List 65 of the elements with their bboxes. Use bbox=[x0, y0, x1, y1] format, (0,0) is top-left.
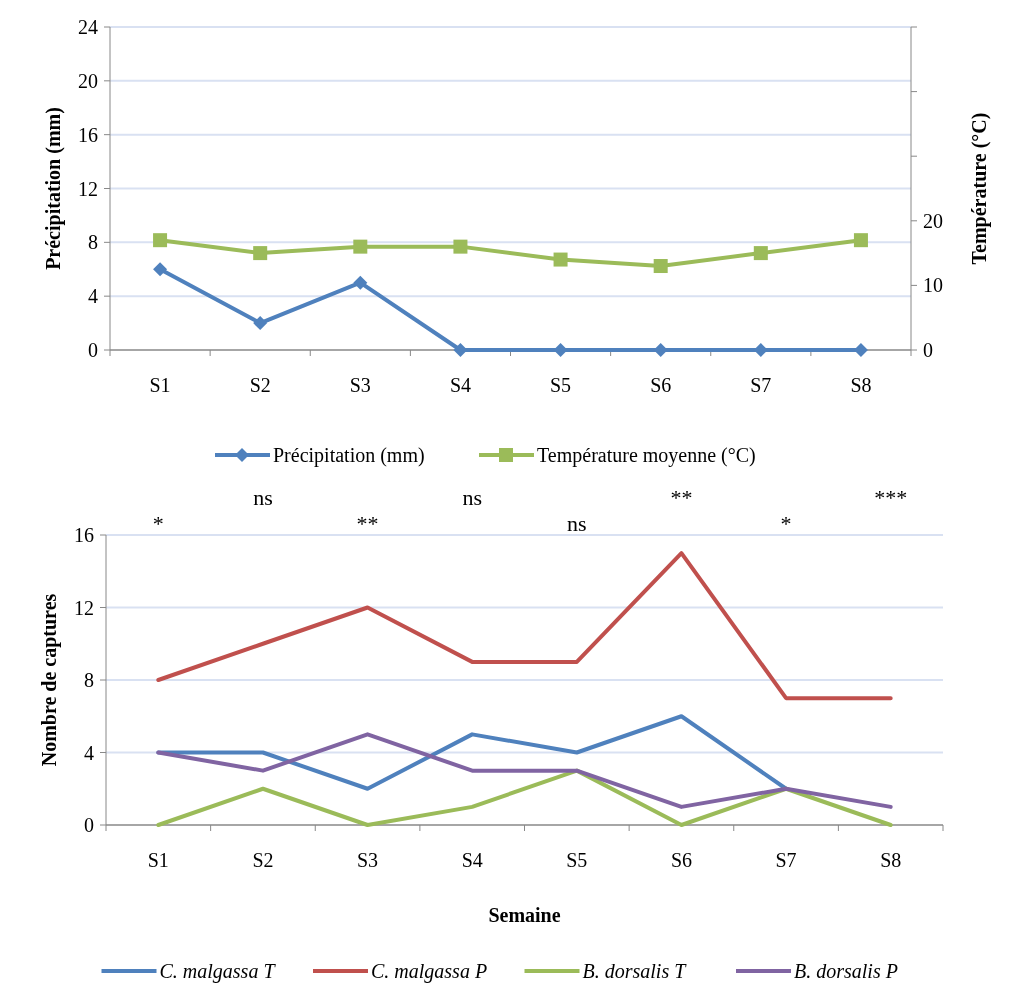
legend-label: Température moyenne (°C) bbox=[537, 444, 756, 467]
legend-label: C. malgassa P bbox=[371, 960, 488, 983]
y-tick-label: 12 bbox=[78, 177, 98, 200]
annotation: ** bbox=[356, 511, 379, 536]
y-tick-label: 20 bbox=[78, 69, 98, 92]
x-tick-label: S2 bbox=[249, 374, 271, 396]
point bbox=[253, 246, 268, 261]
point bbox=[653, 259, 668, 274]
x-tick-label: S7 bbox=[750, 374, 772, 396]
point bbox=[653, 343, 668, 357]
y-tick-label: 8 bbox=[84, 669, 94, 691]
point bbox=[353, 275, 368, 290]
y2-tick-label: 20 bbox=[923, 209, 943, 232]
x-tick-label: S5 bbox=[566, 849, 588, 871]
point bbox=[353, 239, 368, 254]
x-tick-label: S3 bbox=[357, 849, 379, 871]
y-tick-label: 4 bbox=[84, 741, 94, 764]
x-tick-label: S5 bbox=[550, 374, 572, 396]
text: ** bbox=[670, 485, 693, 510]
y2-tick-label: 0 bbox=[923, 339, 933, 361]
point bbox=[753, 246, 768, 261]
y-tick-label: 8 bbox=[88, 231, 98, 254]
y-tick-label: 0 bbox=[88, 339, 98, 361]
point bbox=[453, 343, 468, 357]
y2-tick-label: 10 bbox=[923, 274, 943, 297]
y-tick-label: 24 bbox=[78, 16, 98, 38]
x-tick-label: S4 bbox=[449, 374, 471, 396]
y-tick-label: 12 bbox=[74, 596, 94, 619]
x-axis-title: Semaine bbox=[488, 904, 561, 926]
y-tick-label: 0 bbox=[84, 814, 94, 836]
x-tick-label: S1 bbox=[147, 849, 169, 871]
annotation: * bbox=[152, 511, 164, 536]
x-tick-label: S2 bbox=[252, 849, 274, 871]
legend-label: Précipitation (mm) bbox=[273, 444, 425, 467]
point bbox=[153, 233, 168, 248]
x-tick-label: S8 bbox=[850, 374, 872, 396]
x-tick-label: S6 bbox=[650, 374, 672, 396]
x-tick-label: S7 bbox=[775, 849, 797, 871]
y-axis-title: Précipitation (mm) bbox=[42, 107, 65, 270]
x-tick-label: S4 bbox=[461, 849, 483, 871]
point bbox=[553, 343, 568, 357]
point bbox=[153, 262, 168, 277]
y2-axis-title: Température (°C) bbox=[968, 112, 991, 265]
y-tick-label: 16 bbox=[74, 524, 94, 546]
text: ns bbox=[253, 485, 273, 510]
point bbox=[553, 252, 568, 267]
point bbox=[253, 316, 268, 331]
y-axis-title: Nombre de captures bbox=[38, 593, 61, 767]
annotation: ns bbox=[567, 511, 587, 536]
legend-label: B. dorsalis T bbox=[582, 960, 688, 982]
x-tick-label: S1 bbox=[149, 374, 171, 396]
text: ns bbox=[462, 485, 482, 510]
annotation: * bbox=[780, 511, 792, 536]
x-tick-label: S3 bbox=[349, 374, 371, 396]
line-series bbox=[156, 551, 893, 701]
line-series bbox=[156, 732, 893, 809]
x-tick-label: S8 bbox=[880, 849, 902, 871]
point bbox=[453, 239, 468, 254]
y-tick-label: 4 bbox=[88, 285, 98, 308]
point bbox=[853, 233, 868, 248]
legend-label: C. malgassa T bbox=[159, 960, 277, 983]
text: *** bbox=[874, 485, 908, 510]
legend-label: B. dorsalis P bbox=[794, 960, 898, 982]
x-tick-label: S6 bbox=[670, 849, 692, 871]
y-tick-label: 16 bbox=[78, 123, 98, 146]
